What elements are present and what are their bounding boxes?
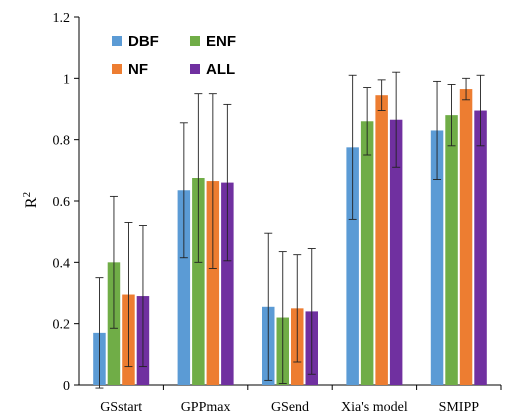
x-tick-label: SMIPP — [439, 400, 480, 415]
legend: DBF ENF NF ALL — [112, 33, 236, 78]
bar-dbf — [346, 147, 359, 385]
error-bars — [95, 71, 485, 389]
legend-swatch — [190, 36, 200, 46]
bar-all — [221, 182, 234, 385]
legend-item-enf: ENF — [190, 33, 236, 50]
legend-item-all: ALL — [190, 61, 235, 78]
error-bar-enf — [194, 93, 203, 263]
legend-swatch — [112, 36, 122, 46]
y-axis-label-superscript: 2 — [21, 192, 33, 198]
error-bar-nf — [208, 93, 217, 269]
error-bar-dbf — [348, 74, 357, 220]
y-axis-label: R2 — [21, 192, 40, 208]
bar-enf — [445, 115, 458, 385]
y-tick-label: 1.2 — [53, 11, 71, 26]
legend-swatch — [112, 64, 122, 74]
error-bar-dbf — [95, 277, 104, 389]
error-bar-nf — [377, 79, 386, 111]
bar-dbf — [177, 190, 191, 385]
legend-item-nf: NF — [112, 61, 148, 78]
bar-all — [389, 119, 403, 385]
bar-nf — [206, 181, 220, 385]
error-bar-all — [392, 71, 401, 168]
bar-nf — [375, 95, 388, 385]
bar-all — [474, 110, 487, 386]
legend-swatch — [190, 64, 200, 74]
error-bar-all — [476, 74, 485, 147]
y-tick-label: 0.4 — [53, 256, 71, 271]
x-tick-label: GPPmax — [181, 400, 231, 415]
bar-enf — [360, 121, 374, 386]
error-bar-enf — [278, 251, 287, 384]
error-bar-nf — [462, 77, 471, 101]
x-tick-label: GSstart — [100, 400, 142, 415]
error-bar-all — [223, 103, 232, 262]
y-tick-label: 1 — [63, 72, 70, 87]
error-bar-nf — [293, 254, 302, 363]
y-tick-label: 0.2 — [53, 318, 71, 333]
x-tick-label: Xia's model — [341, 400, 408, 415]
legend-item-dbf: DBF — [112, 33, 159, 50]
error-bar-dbf — [433, 80, 442, 180]
error-bar-all — [307, 248, 316, 375]
legend-label: NF — [128, 61, 148, 78]
y-tick-label: 0 — [63, 379, 70, 394]
bar-nf — [459, 89, 473, 386]
error-bar-nf — [124, 222, 133, 368]
x-tick-label: GSend — [271, 400, 309, 415]
bar-enf — [192, 178, 205, 385]
y-tick-label: 0.6 — [53, 195, 71, 210]
legend-label: DBF — [128, 33, 159, 50]
error-bar-enf — [363, 87, 372, 156]
axes: 0 0.2 0.4 0.6 0.8 1 1.2 GSstart GPPmax GSend Xia's… — [53, 11, 502, 415]
error-bar-dbf — [264, 232, 273, 381]
error-bar-all — [138, 225, 147, 368]
error-bar-enf — [447, 84, 456, 147]
bars — [93, 89, 487, 386]
y-tick-label: 0.8 — [53, 134, 71, 149]
y-axis-label-main: R — [23, 197, 40, 208]
error-bar-dbf — [179, 122, 188, 259]
legend-label: ENF — [206, 33, 236, 50]
legend-label: ALL — [206, 61, 235, 78]
bar-dbf — [430, 130, 444, 385]
error-bar-enf — [109, 195, 118, 329]
